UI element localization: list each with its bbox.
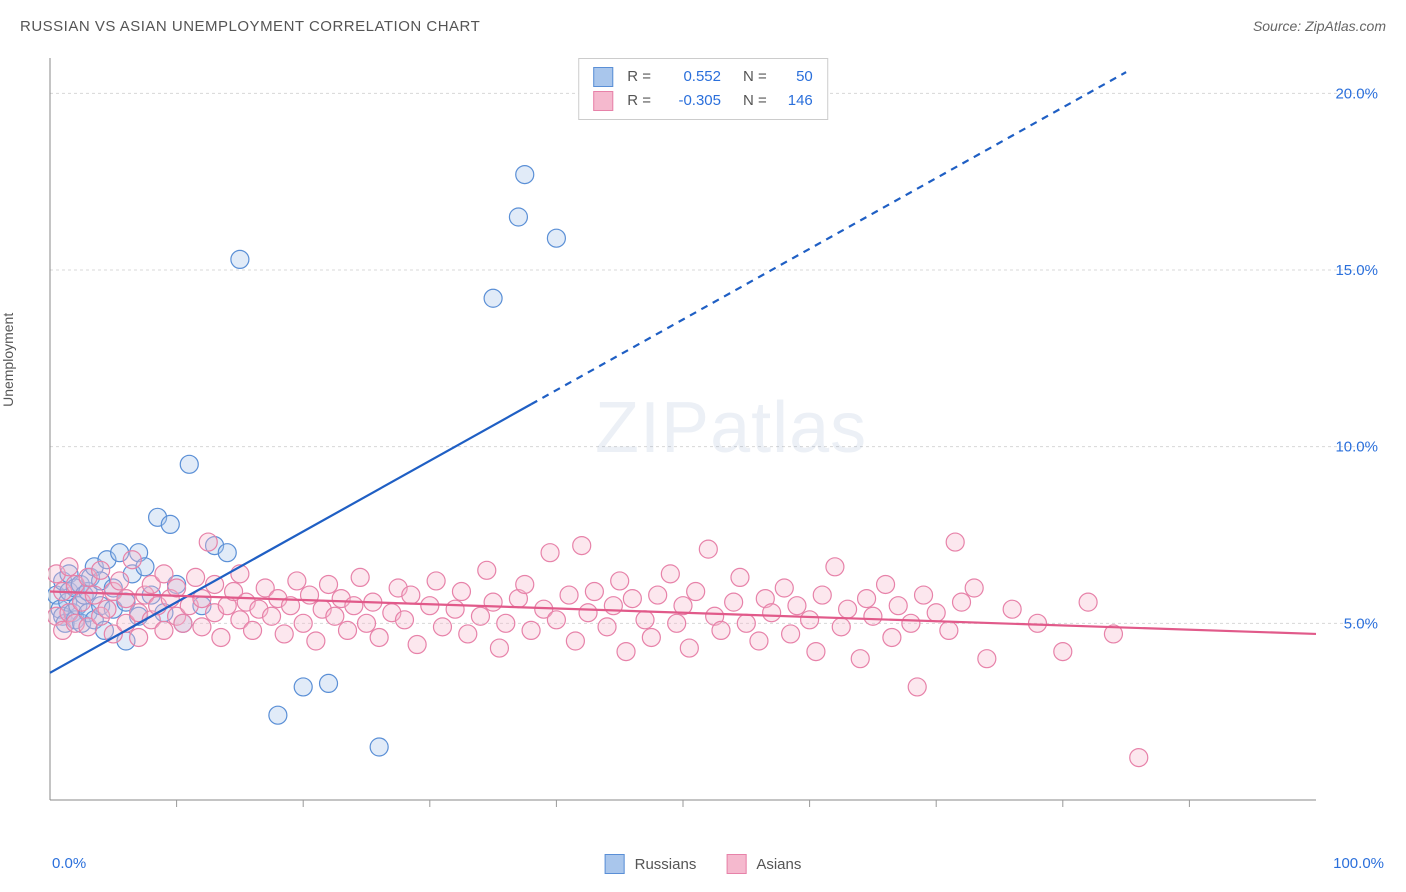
- r-value: 0.552: [661, 65, 721, 89]
- n-value: 50: [777, 65, 813, 89]
- svg-text:15.0%: 15.0%: [1335, 262, 1378, 279]
- svg-text:20.0%: 20.0%: [1335, 85, 1378, 102]
- series-legend-label: Russians: [635, 856, 697, 873]
- y-axis-label: Unemployment: [0, 313, 16, 407]
- r-value: -0.305: [661, 89, 721, 113]
- r-label: R =: [627, 65, 651, 89]
- correlation-legend-row: R = 0.552 N = 50: [593, 65, 813, 89]
- x-axis-max-label: 100.0%: [1333, 855, 1384, 872]
- chart-area: 5.0% 10.0% 15.0% 20.0%: [48, 50, 1386, 820]
- correlation-legend: R = 0.552 N = 50 R = -0.305 N = 146: [578, 58, 828, 120]
- svg-text:10.0%: 10.0%: [1335, 439, 1378, 456]
- x-axis-min-label: 0.0%: [52, 855, 86, 872]
- legend-swatch: [726, 854, 746, 874]
- scatter-chart: 5.0% 10.0% 15.0% 20.0%: [48, 50, 1386, 820]
- r-label: R =: [627, 89, 651, 113]
- n-value: 146: [777, 89, 813, 113]
- legend-swatch: [605, 854, 625, 874]
- series-legend-item: Russians: [605, 854, 697, 874]
- series-legend-item: Asians: [726, 854, 801, 874]
- svg-text:5.0%: 5.0%: [1344, 615, 1378, 632]
- n-label: N =: [743, 65, 767, 89]
- source-label: Source: ZipAtlas.com: [1253, 18, 1386, 34]
- legend-swatch: [593, 67, 613, 87]
- series-legend: Russians Asians: [605, 854, 802, 874]
- correlation-legend-row: R = -0.305 N = 146: [593, 89, 813, 113]
- n-label: N =: [743, 89, 767, 113]
- chart-title: RUSSIAN VS ASIAN UNEMPLOYMENT CORRELATIO…: [20, 18, 480, 35]
- legend-swatch: [593, 91, 613, 111]
- series-legend-label: Asians: [756, 856, 801, 873]
